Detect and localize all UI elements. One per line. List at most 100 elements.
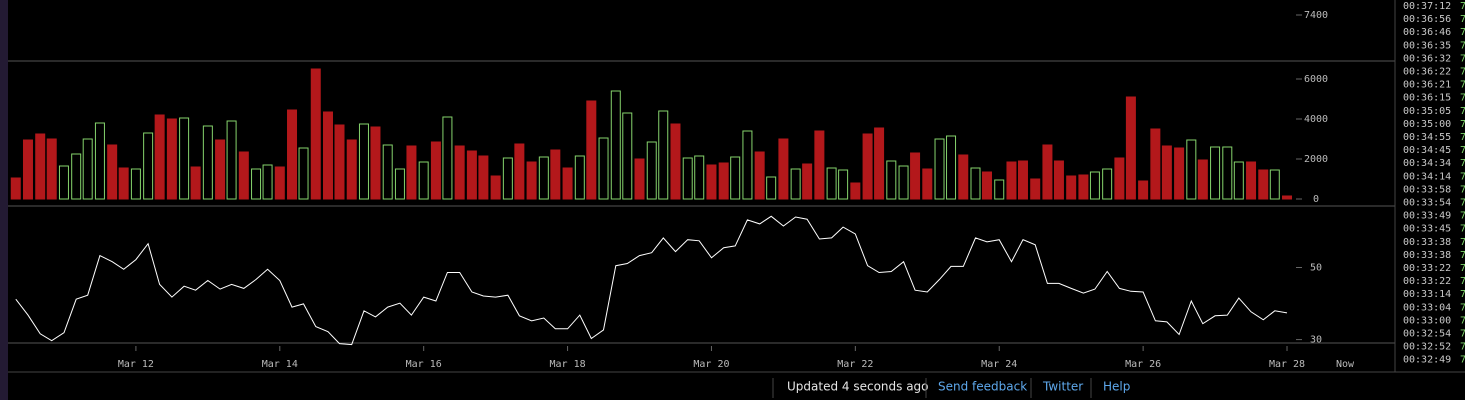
y-tick-label: 2000 [1304, 154, 1328, 165]
trade-price: 7 [1460, 132, 1465, 143]
volume-bar [1186, 139, 1197, 200]
volume-bar [838, 169, 849, 200]
volume-bar [958, 154, 969, 200]
trade-price: 7 [1460, 67, 1465, 78]
volume-bar [262, 164, 273, 200]
volume-bar [118, 167, 129, 200]
trade-price: 7 [1460, 40, 1465, 51]
trade-time: 00:33:38 [1403, 237, 1451, 248]
trade-price: 7 [1460, 80, 1465, 91]
trade-price: 7 [1460, 171, 1465, 182]
trade-time: 00:35:00 [1403, 119, 1451, 130]
trade-time: 00:34:34 [1403, 158, 1451, 169]
volume-bar [94, 122, 105, 200]
trade-price: 7 [1460, 93, 1465, 104]
volume-bar [538, 156, 549, 200]
trade-price: 7 [1460, 184, 1465, 195]
volume-bar [562, 167, 573, 200]
volume-bar [215, 139, 226, 200]
volume-bar [1089, 171, 1100, 200]
trade-time: 00:32:52 [1403, 342, 1451, 353]
volume-bar [478, 155, 489, 200]
volume-bar [790, 168, 801, 200]
trade-price: 7 [1460, 224, 1465, 235]
y-tick-label: 7400 [1304, 10, 1328, 21]
trade-time: 00:35:05 [1403, 106, 1451, 117]
volume-bar [970, 167, 981, 200]
y-tick-label: 4000 [1304, 114, 1328, 125]
volume-bar [154, 114, 165, 200]
trade-price: 7 [1460, 145, 1465, 156]
status-text: Updated 4 seconds ago [787, 380, 929, 394]
volume-bar [130, 168, 141, 200]
x-tick-label: Mar 28 [1269, 359, 1305, 370]
volume-bar [466, 150, 477, 200]
volume-bar [730, 156, 741, 200]
volume-bar [706, 164, 717, 200]
x-tick-label: Mar 20 [693, 359, 729, 370]
volume-bar [1174, 147, 1185, 200]
trade-price: 7 [1460, 158, 1465, 169]
volume-bar [502, 157, 513, 200]
volume-bar [646, 141, 657, 200]
twitter-link[interactable]: Twitter [1042, 380, 1083, 394]
volume-bar [442, 116, 453, 200]
trade-price: 7 [1460, 119, 1465, 130]
volume-bar [1042, 144, 1053, 200]
volume-bar [994, 179, 1005, 200]
volume-bar [22, 139, 33, 200]
volume-bar [1102, 168, 1113, 200]
volume-bar [298, 147, 309, 200]
trade-price: 7 [1460, 289, 1465, 300]
volume-bar [58, 165, 69, 200]
volume-bar [886, 160, 897, 200]
trade-price: 7 [1460, 106, 1465, 117]
volume-bar [287, 109, 298, 200]
trade-time: 00:37:12 [1403, 1, 1451, 12]
volume-bar [490, 175, 501, 200]
volume-bar [202, 125, 213, 200]
trade-price: 7 [1460, 276, 1465, 287]
volume-bar [574, 155, 585, 200]
volume-bar [550, 149, 561, 200]
feedback-link[interactable]: Send feedback [938, 380, 1027, 394]
volume-bar [934, 138, 945, 200]
volume-bar [322, 111, 333, 200]
volume-bar [370, 126, 381, 200]
volume-bar [742, 130, 753, 200]
volume-bar [166, 118, 177, 200]
volume-bar [682, 157, 693, 200]
volume-bar [694, 155, 705, 200]
volume-bar [874, 127, 885, 200]
volume-bar [143, 132, 154, 200]
price-line [15, 215, 1288, 346]
trade-price: 7 [1460, 14, 1465, 25]
y-tick-label: 30 [1310, 335, 1322, 346]
trade-price: 7 [1460, 315, 1465, 326]
volume-bar [1210, 146, 1221, 200]
trade-time: 00:33:58 [1403, 184, 1451, 195]
volume-bar [982, 171, 993, 200]
trade-time: 00:33:04 [1403, 302, 1451, 313]
volume-bar [1053, 160, 1064, 200]
trade-price: 7 [1460, 27, 1465, 38]
x-tick-label: Mar 14 [262, 359, 298, 370]
volume-bar [946, 135, 957, 200]
trade-price: 7 [1460, 237, 1465, 248]
volume-bar [598, 137, 609, 200]
volume-bar [310, 68, 321, 200]
volume-bar [46, 138, 57, 200]
volume-bar [71, 153, 82, 200]
side-strip [0, 0, 8, 400]
volume-bar [1066, 175, 1077, 200]
volume-bar [718, 162, 729, 200]
volume-bar [107, 144, 118, 200]
x-tick-label: Mar 26 [1125, 359, 1161, 370]
help-link[interactable]: Help [1103, 380, 1130, 394]
volume-bar [778, 138, 789, 200]
trade-time: 00:36:22 [1403, 67, 1451, 78]
trade-time: 00:33:54 [1403, 198, 1451, 209]
volume-bar [418, 161, 429, 200]
volume-bar [238, 151, 249, 200]
